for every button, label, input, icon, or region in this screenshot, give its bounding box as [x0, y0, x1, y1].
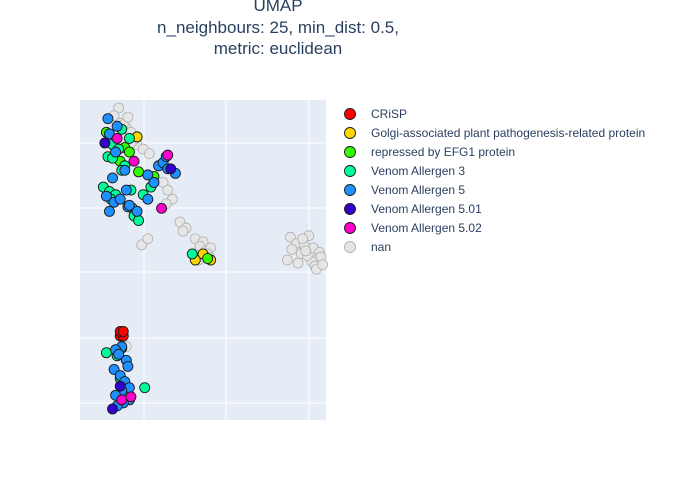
scatter-point[interactable]	[104, 205, 115, 217]
legend-marker	[344, 127, 356, 139]
legend-label: Venom Allergen 5	[371, 183, 465, 197]
scatter-point[interactable]	[142, 233, 154, 245]
legend-label: CRiSP	[371, 107, 407, 121]
scatter-point[interactable]	[123, 146, 135, 158]
scatter-point[interactable]	[186, 248, 198, 260]
scatter-point[interactable]	[123, 199, 135, 211]
legend-marker	[344, 184, 356, 196]
scatter-point[interactable]	[202, 253, 214, 264]
scatter-point[interactable]	[281, 254, 293, 266]
legend-marker	[344, 108, 356, 120]
scatter-point[interactable]	[122, 360, 134, 372]
scatter-point[interactable]	[111, 132, 123, 144]
scatter-point[interactable]	[142, 193, 154, 205]
scatter-point[interactable]	[119, 164, 131, 176]
legend-item[interactable]: Venom Allergen 5.01	[344, 202, 483, 216]
legend-marker	[344, 165, 356, 177]
legend-label: nan	[371, 240, 391, 254]
chart-title: UMAP n_neighbours: 25, min_dist: 0.5, me…	[157, 0, 399, 58]
scatter-point[interactable]	[116, 394, 128, 406]
chart-title-line-3: metric: euclidean	[214, 39, 343, 58]
legend-item[interactable]: Venom Allergen 5.02	[344, 221, 483, 235]
scatter-point[interactable]	[99, 137, 111, 149]
legend-item[interactable]: nan	[344, 240, 392, 254]
chart-title-line-1: UMAP	[253, 0, 302, 15]
scatter-point[interactable]	[297, 233, 309, 245]
legend-item[interactable]: Golgi-associated plant pathogenesis-rela…	[344, 126, 646, 140]
scatter-point[interactable]	[317, 259, 329, 270]
scatter-point[interactable]	[120, 184, 132, 196]
legend-item[interactable]: Venom Allergen 3	[344, 164, 466, 178]
legend-marker	[344, 146, 356, 158]
legend-item[interactable]: repressed by EFG1 protein	[344, 145, 516, 159]
scatter-point[interactable]	[162, 149, 174, 161]
scatter-point[interactable]	[100, 190, 112, 202]
scatter-point[interactable]	[148, 177, 160, 188]
scatter-point[interactable]	[123, 132, 135, 144]
legend-marker	[344, 222, 356, 234]
series-venom-allergen-5-02	[111, 132, 174, 406]
scatter-point[interactable]	[102, 113, 114, 125]
scatter-point[interactable]	[142, 169, 154, 181]
scatter-point[interactable]	[100, 347, 112, 359]
scatter-point[interactable]	[117, 325, 129, 337]
legend: CRiSP Golgi-associated plant pathogenesis…	[344, 107, 646, 254]
scatter-point[interactable]	[300, 245, 312, 257]
legend-label: Golgi-associated plant pathogenesis-rela…	[371, 126, 645, 140]
scatter-point[interactable]	[133, 166, 145, 178]
legend-label: Venom Allergen 3	[371, 164, 465, 178]
scatter-point[interactable]	[107, 172, 118, 184]
series-crisp	[114, 325, 129, 342]
legend-marker	[344, 241, 356, 253]
scatter-point[interactable]	[177, 225, 189, 237]
scatter-point[interactable]	[122, 111, 134, 123]
scatter-point[interactable]	[114, 193, 126, 205]
scatter-point[interactable]	[114, 380, 126, 392]
chart-title-line-2: n_neighbours: 25, min_dist: 0.5,	[157, 18, 399, 37]
scatter-point[interactable]	[113, 348, 125, 360]
legend-item[interactable]: Venom Allergen 5	[344, 183, 466, 197]
scatter-points	[97, 102, 329, 415]
legend-item[interactable]: CRiSP	[344, 107, 408, 121]
legend-label: Venom Allergen 5.01	[371, 202, 482, 216]
scatter-point[interactable]	[165, 163, 177, 175]
scatter-point[interactable]	[133, 215, 145, 226]
scatter-point[interactable]	[139, 382, 151, 394]
scatter-point[interactable]	[110, 146, 122, 158]
scatter-point[interactable]	[111, 120, 123, 132]
legend-marker	[344, 203, 356, 215]
scatter-point[interactable]	[131, 205, 143, 217]
scatter-point[interactable]	[286, 243, 298, 255]
scatter-point[interactable]	[128, 155, 140, 167]
legend-label: Venom Allergen 5.02	[371, 221, 482, 235]
scatter-point[interactable]	[125, 391, 137, 403]
legend-label: repressed by EFG1 protein	[371, 145, 515, 159]
scatter-point[interactable]	[162, 184, 174, 196]
scatter-point[interactable]	[143, 148, 155, 160]
series-venom-allergen-5-01	[99, 137, 177, 415]
scatter-point[interactable]	[107, 403, 118, 415]
scatter-point[interactable]	[292, 257, 304, 269]
scatter-point[interactable]	[156, 202, 168, 214]
